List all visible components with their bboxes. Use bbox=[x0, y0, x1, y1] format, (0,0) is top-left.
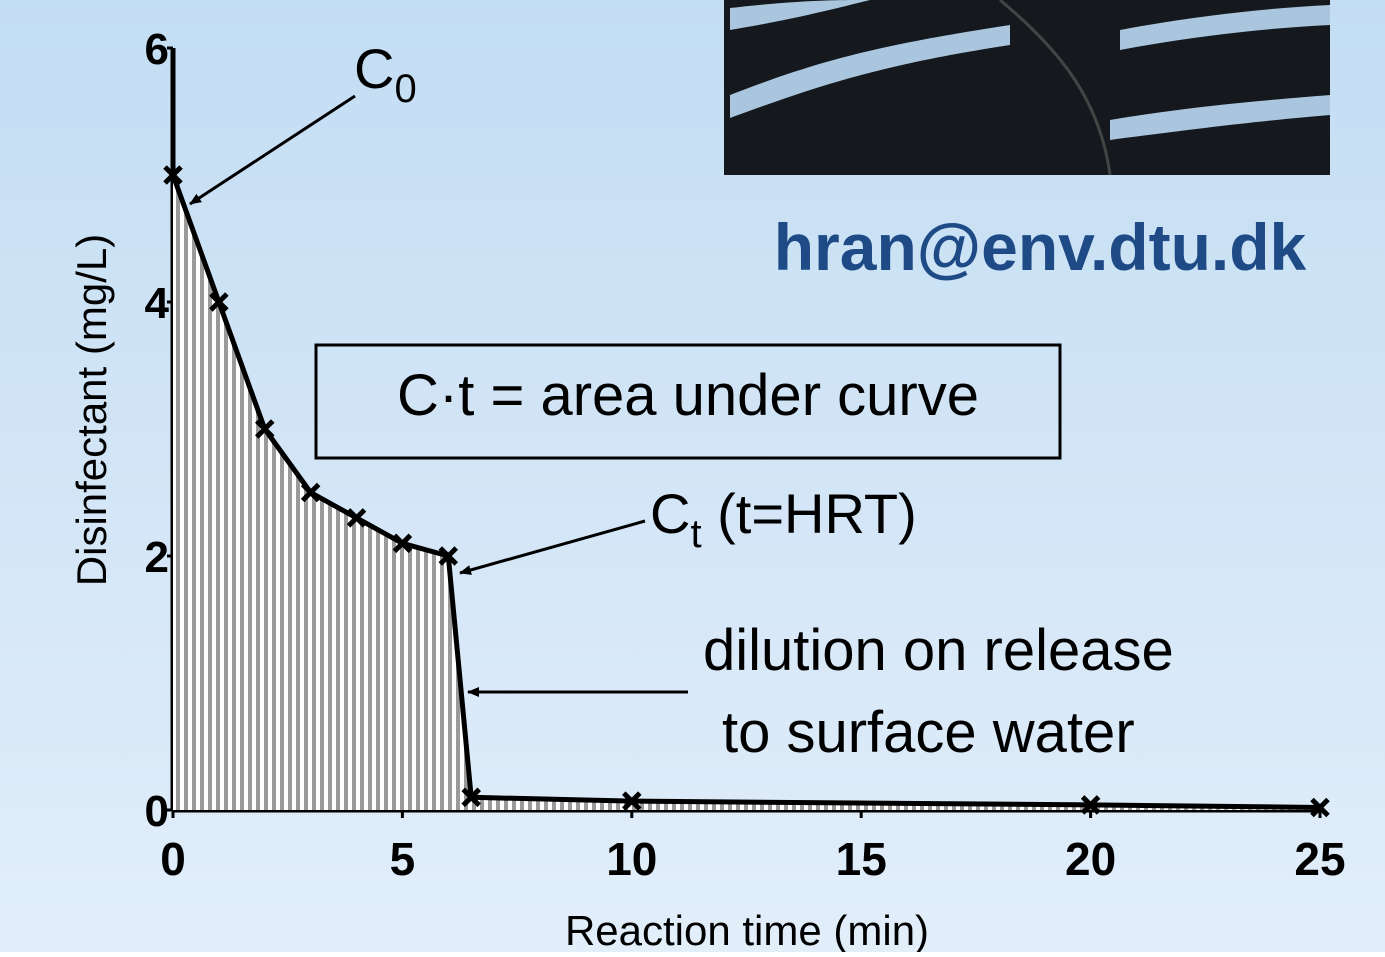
ct-sub: t bbox=[690, 512, 701, 556]
y-tick-label: 6 bbox=[145, 25, 169, 74]
box-text: C·t = area under curve bbox=[397, 363, 979, 428]
ct-label: Ct (t=HRT) bbox=[650, 482, 917, 556]
chart: hran@env.dtu.dk 0 2 4 6 0 5 10 15 20 25 Reaction t… bbox=[0, 0, 1385, 952]
photo bbox=[724, 0, 1330, 175]
page: hran@env.dtu.dk 0 2 4 6 0 5 10 15 20 25 Reaction t… bbox=[0, 0, 1385, 952]
y-tick-label: 2 bbox=[145, 533, 169, 582]
ct-suffix: (t=HRT) bbox=[702, 482, 917, 545]
x-axis-title: Reaction time (min) bbox=[565, 907, 929, 952]
x-tick-label: 15 bbox=[836, 833, 887, 885]
y-tick-label: 0 bbox=[145, 787, 169, 836]
email: hran@env.dtu.dk bbox=[774, 210, 1307, 284]
dilution-line: to surface water bbox=[722, 700, 1135, 765]
c0-text: C bbox=[354, 37, 394, 100]
ct-text: C bbox=[650, 482, 690, 545]
dilution-line: dilution on release bbox=[703, 618, 1174, 683]
c0-sub: 0 bbox=[394, 67, 416, 111]
x-tick-label: 10 bbox=[606, 833, 657, 885]
x-tick-label: 5 bbox=[390, 833, 416, 885]
x-tick-label: 0 bbox=[160, 833, 186, 885]
y-tick-label: 4 bbox=[145, 279, 170, 328]
x-tick-label: 20 bbox=[1065, 833, 1116, 885]
y-axis-title: Disinfectant (mg/L) bbox=[68, 234, 115, 586]
x-tick-label: 25 bbox=[1294, 833, 1345, 885]
